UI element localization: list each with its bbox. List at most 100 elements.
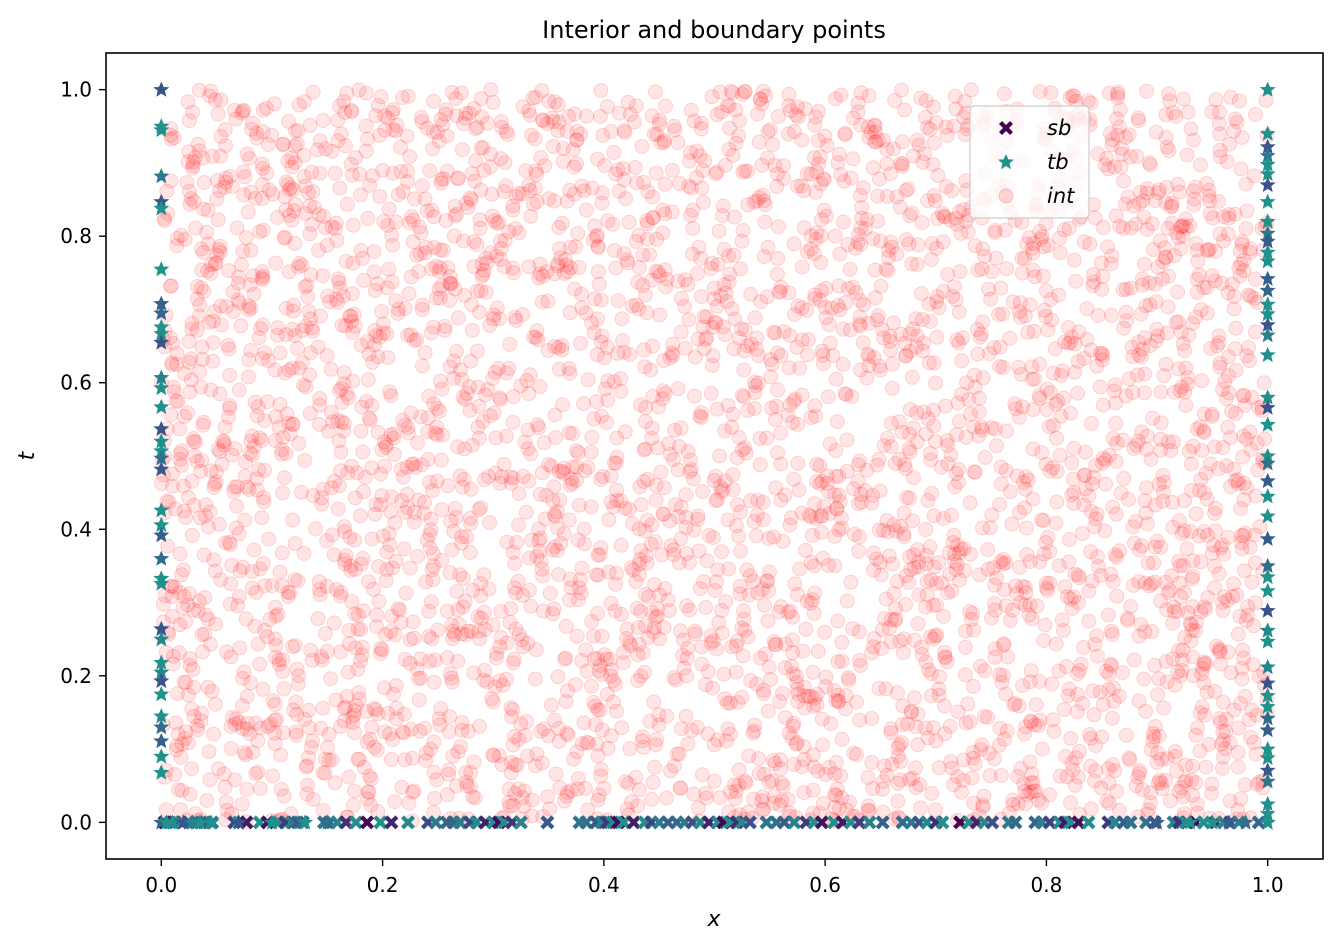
int-point	[180, 405, 196, 421]
int-point	[221, 341, 237, 357]
int-point	[276, 230, 292, 246]
int-point	[498, 123, 514, 139]
int-point	[860, 798, 876, 814]
int-point	[937, 649, 953, 665]
int-point	[288, 727, 304, 743]
int-point	[879, 513, 895, 528]
int-point	[515, 307, 530, 323]
int-point	[1115, 220, 1131, 236]
int-point	[1207, 505, 1223, 521]
int-point	[1070, 567, 1086, 583]
int-point	[440, 478, 456, 494]
int-point	[1201, 736, 1217, 752]
int-point	[620, 255, 636, 271]
int-point	[184, 527, 200, 543]
int-point	[983, 291, 999, 307]
int-point	[155, 596, 171, 612]
int-point	[609, 449, 625, 465]
int-point	[204, 683, 220, 699]
int-point	[464, 297, 480, 313]
int-point	[679, 650, 695, 666]
int-point	[976, 788, 992, 804]
int-point	[590, 567, 606, 583]
int-point	[888, 601, 904, 616]
int-point	[1115, 665, 1131, 680]
int-point	[332, 180, 348, 196]
int-point	[508, 188, 524, 204]
int-point	[773, 761, 789, 777]
int-point	[1043, 85, 1059, 101]
y-axis-label: t	[15, 450, 40, 460]
int-point	[455, 389, 471, 405]
int-point	[609, 482, 625, 498]
int-point	[939, 127, 955, 143]
int-point	[650, 264, 666, 280]
int-point	[910, 737, 926, 753]
int-point	[704, 357, 720, 373]
int-point	[299, 758, 315, 774]
int-point	[1192, 743, 1208, 759]
int-point	[767, 411, 783, 427]
int-point	[281, 415, 297, 431]
int-point	[356, 484, 371, 500]
int-point	[406, 333, 422, 348]
int-point	[298, 379, 314, 395]
y-tick-label: 0.6	[60, 371, 92, 395]
int-point	[685, 471, 701, 487]
int-point	[603, 124, 619, 139]
int-point	[1207, 439, 1222, 455]
int-point	[1009, 769, 1025, 785]
int-point	[1226, 289, 1242, 305]
int-point	[324, 752, 340, 768]
int-point	[1220, 226, 1236, 242]
int-point	[757, 214, 773, 230]
int-point	[852, 712, 868, 728]
int-point	[1044, 676, 1060, 692]
int-point	[476, 672, 492, 688]
int-point	[930, 211, 946, 226]
int-point	[261, 353, 277, 369]
int-point	[347, 318, 363, 334]
int-point	[1175, 558, 1191, 574]
legend-int-marker	[998, 188, 1014, 204]
int-point	[740, 403, 756, 418]
int-point	[1118, 727, 1134, 743]
int-point	[515, 99, 531, 115]
int-point	[706, 773, 722, 789]
int-point	[1070, 687, 1086, 702]
int-point	[818, 669, 834, 685]
int-point	[173, 802, 188, 818]
int-point	[839, 593, 855, 609]
int-point	[228, 520, 244, 536]
int-point	[897, 348, 913, 364]
int-point	[462, 105, 478, 121]
int-point	[466, 234, 482, 249]
int-point	[414, 114, 430, 130]
int-point	[259, 165, 275, 181]
int-point	[986, 340, 1002, 356]
int-point	[501, 781, 517, 797]
int-point	[908, 339, 924, 355]
int-point	[539, 264, 555, 280]
int-point	[164, 608, 180, 624]
int-point	[1027, 717, 1043, 733]
int-point	[927, 628, 943, 644]
int-point	[254, 270, 270, 286]
int-point	[506, 580, 522, 596]
int-point	[326, 615, 342, 631]
int-point	[1224, 276, 1240, 292]
int-point	[486, 307, 502, 323]
int-point	[370, 424, 386, 440]
int-point	[1125, 577, 1141, 593]
int-point	[893, 754, 909, 769]
int-point	[1083, 415, 1099, 431]
int-point	[1082, 758, 1098, 774]
int-point	[923, 688, 939, 704]
int-point	[410, 549, 426, 564]
int-point	[907, 690, 922, 706]
int-point	[1186, 132, 1201, 148]
int-point	[1155, 484, 1171, 500]
int-point	[1252, 519, 1268, 535]
int-point	[1184, 456, 1199, 472]
int-point	[880, 430, 896, 446]
